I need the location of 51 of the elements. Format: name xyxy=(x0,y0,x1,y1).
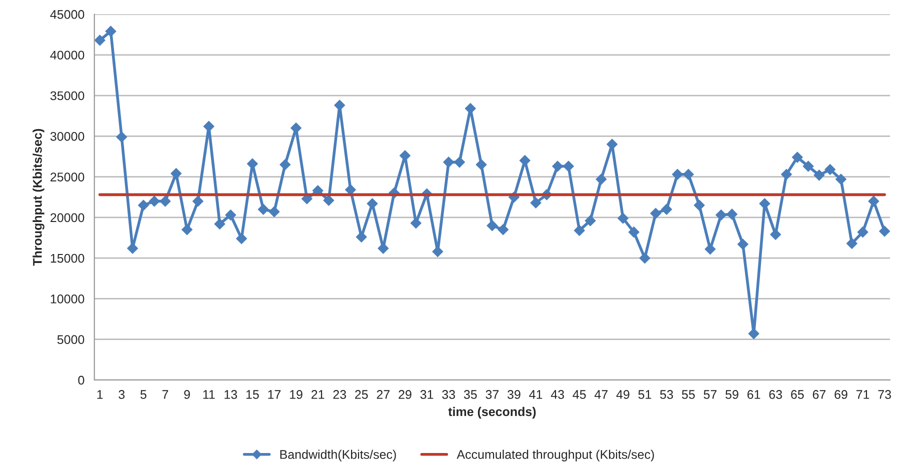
x-tick-label: 21 xyxy=(312,390,324,399)
x-tick-label: 51 xyxy=(638,390,652,399)
y-tick-label: 5000 xyxy=(57,335,84,344)
x-tick-label: 61 xyxy=(747,390,760,399)
y-tick-label: 15000 xyxy=(50,254,84,263)
x-tick-label: 65 xyxy=(791,390,804,399)
x-tick-label: 63 xyxy=(769,390,782,399)
x-tick-label: 53 xyxy=(660,390,673,399)
x-tick-label: 9 xyxy=(184,390,190,399)
y-tick-label: 30000 xyxy=(50,132,84,141)
x-tick-label: 39 xyxy=(508,390,520,399)
y-tick-label: 0 xyxy=(78,376,84,385)
x-tick-label: 57 xyxy=(704,390,717,399)
x-tick-label: 7 xyxy=(162,390,168,399)
legend-label: Accumulated throughput (Kbits/sec) xyxy=(456,450,654,462)
x-tick-label: 25 xyxy=(355,390,368,399)
legend-label: Bandwidth(Kbits/sec) xyxy=(280,450,396,462)
x-tick-label: 19 xyxy=(290,390,302,399)
y-tick-label: 40000 xyxy=(50,50,84,60)
x-tick-label: 35 xyxy=(464,390,477,399)
x-tick-label: 55 xyxy=(682,390,695,399)
x-tick-label: 11 xyxy=(203,390,215,399)
x-tick-label: 37 xyxy=(486,390,499,399)
x-tick-label: 73 xyxy=(878,390,891,399)
x-tick-label: 67 xyxy=(812,390,826,399)
x-tick-label: 33 xyxy=(442,390,456,399)
x-tick-label: 15 xyxy=(246,390,259,399)
x-tick-label: 1 xyxy=(97,390,103,399)
y-tick-label: 35000 xyxy=(50,91,84,100)
x-axis-title: time (seconds) xyxy=(448,406,536,419)
y-tick-label: 10000 xyxy=(50,294,84,304)
x-tick-label: 23 xyxy=(333,390,346,399)
y-tick-label: 20000 xyxy=(50,213,84,222)
x-tick-label: 49 xyxy=(616,390,630,399)
y-axis-title: Throughput (Kbits/sec) xyxy=(32,128,44,266)
y-tick-label: 45000 xyxy=(50,10,84,19)
x-tick-label: 27 xyxy=(376,390,390,399)
x-tick-label: 3 xyxy=(118,390,125,399)
x-tick-label: 69 xyxy=(834,390,848,399)
x-tick-label: 17 xyxy=(268,390,281,399)
x-tick-label: 31 xyxy=(420,390,434,399)
x-tick-label: 29 xyxy=(398,390,412,399)
x-tick-label: 5 xyxy=(140,390,146,399)
x-tick-label: 45 xyxy=(572,390,586,399)
x-tick-label: 41 xyxy=(529,390,542,399)
x-tick-label: 71 xyxy=(856,390,870,399)
x-tick-label: 43 xyxy=(550,390,564,399)
y-tick-label: 25000 xyxy=(50,172,84,182)
x-tick-label: 13 xyxy=(224,390,238,399)
x-tick-label: 47 xyxy=(594,390,608,399)
x-tick-label: 59 xyxy=(726,390,738,399)
